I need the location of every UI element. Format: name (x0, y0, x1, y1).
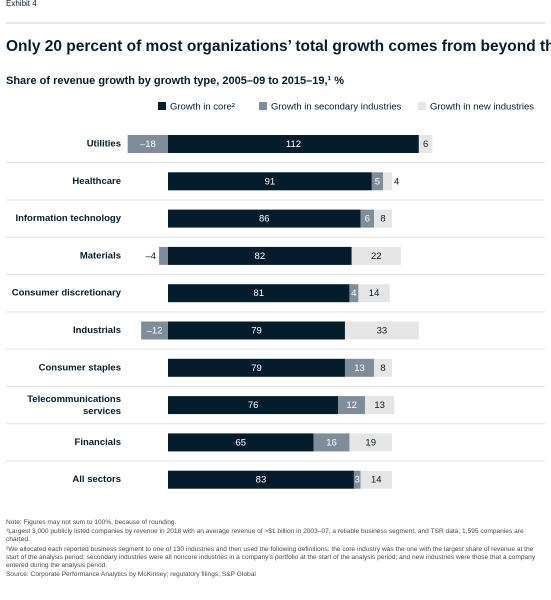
value-label: 33 (377, 326, 388, 337)
bar-segment (168, 433, 314, 452)
category-label: Consumer discretionary (12, 288, 122, 299)
notes: Note: Figures may not sum to 100%, becau… (6, 519, 546, 580)
bar-segment (141, 321, 168, 340)
legend-swatch (418, 102, 426, 110)
bar-segment (351, 246, 401, 265)
value-label: 76 (248, 400, 259, 411)
bar-segment (374, 358, 392, 377)
value-label: 3 (355, 475, 360, 486)
legend-label: Growth in core² (170, 102, 235, 113)
value-label: 19 (365, 437, 376, 448)
bar-segment (159, 246, 168, 265)
value-label: 82 (255, 251, 266, 262)
chart: Exhibit 4 Only 20 percent of most organi… (6, 0, 551, 489)
bar-segment (338, 396, 366, 415)
category-label: Financials (75, 437, 121, 448)
value-label: 16 (326, 437, 337, 448)
category-label: All sectors (72, 474, 121, 485)
bar-segment (344, 358, 375, 377)
value-label: 86 (259, 214, 270, 225)
bar-segment (371, 172, 384, 191)
bar-segment (168, 209, 361, 228)
value-label: 91 (265, 176, 276, 187)
bar-segment (349, 433, 392, 452)
footnote: ¹Largest 3,000 publicly listed companies… (6, 528, 524, 544)
legend-label: Growth in secondary industries (271, 102, 402, 113)
value-label: 13 (354, 363, 365, 374)
bar-segment (168, 284, 350, 303)
bar-segment (168, 358, 345, 377)
value-label: 12 (346, 400, 357, 411)
bar-segment (344, 321, 419, 340)
value-label: 8 (380, 214, 385, 225)
bar-segment (383, 172, 392, 191)
bar-segment (168, 321, 345, 340)
chart-subtitle: Share of revenue growth by growth type, … (6, 75, 344, 87)
category-label: Industrials (73, 325, 121, 336)
value-label: 112 (286, 139, 301, 150)
value-label: 79 (251, 326, 262, 337)
bar-segment (168, 135, 419, 153)
bar-segment (168, 172, 372, 191)
bar-segment (313, 433, 350, 452)
value-label: 6 (423, 139, 428, 150)
bar-segment (360, 209, 375, 228)
value-label: 6 (365, 214, 370, 225)
value-label: 14 (369, 288, 380, 299)
bar-segment (365, 396, 395, 415)
value-label: 14 (371, 475, 382, 486)
category-label: Utilities (87, 139, 121, 150)
category-label: Information technology (15, 213, 121, 224)
footnote: Source: Corporate Performance Analytics … (6, 571, 256, 579)
value-label: 83 (256, 475, 267, 486)
value-label: 13 (374, 400, 385, 411)
value-label: 79 (251, 363, 262, 374)
bar-segment (168, 470, 354, 489)
category-label: Telecommunications services (27, 394, 121, 417)
chart-title: Only 20 percent of most organizations’ t… (6, 38, 551, 55)
value-label: 81 (253, 288, 264, 299)
category-label: Materials (80, 250, 121, 261)
legend-swatch (158, 102, 166, 110)
legend-label: Growth in new industries (430, 102, 534, 113)
bar-segment (353, 470, 361, 489)
bar-segment (168, 246, 352, 265)
footnote: Note: Figures may not sum to 100%, becau… (6, 519, 177, 526)
bar-segment (168, 396, 339, 415)
value-label: –12 (147, 326, 163, 337)
value-label: 5 (375, 176, 380, 187)
bar-segment (358, 284, 390, 303)
bar-segment (360, 470, 392, 489)
value-label: 22 (371, 251, 382, 262)
value-label: 65 (236, 437, 247, 448)
category-label: Consumer staples (39, 362, 121, 373)
bar-segment (374, 209, 392, 228)
value-label: 8 (380, 363, 385, 374)
value-label: 4 (394, 176, 399, 187)
legend-swatch (259, 102, 267, 110)
value-label: 4 (351, 288, 356, 299)
bar-segment (418, 135, 433, 153)
category-label: Healthcare (72, 176, 121, 187)
bar-segment (349, 284, 359, 303)
value-label: –18 (140, 139, 156, 150)
value-label: –4 (145, 251, 156, 262)
exhibit-label: Exhibit 4 (6, 0, 37, 8)
bar-segment (127, 135, 168, 153)
footnote: ²We allocated each reported business seg… (6, 545, 536, 570)
